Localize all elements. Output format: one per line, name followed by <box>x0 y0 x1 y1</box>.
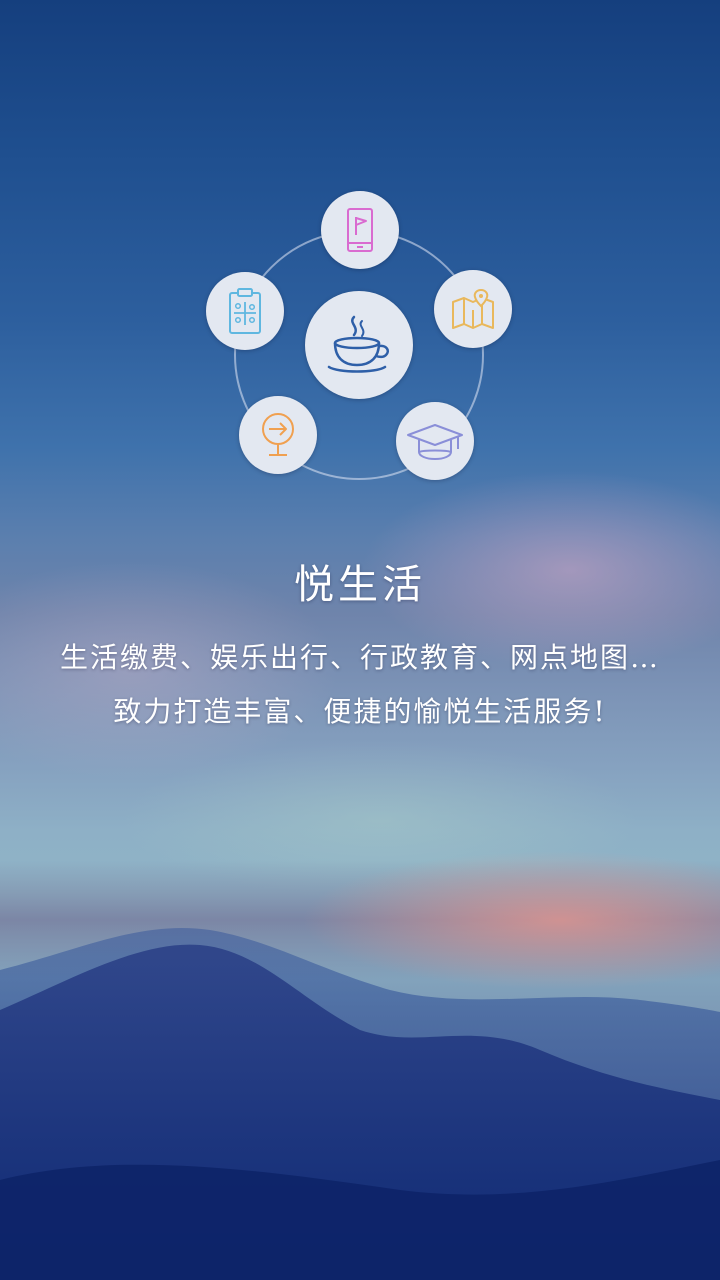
arrow-sign-icon <box>262 413 294 456</box>
education-service-button[interactable] <box>396 402 474 480</box>
coffee-cup-icon <box>327 315 389 373</box>
travel-service-button[interactable] <box>239 396 317 474</box>
mountain-silhouette <box>0 900 720 1280</box>
mobile-flag-icon <box>347 208 373 252</box>
payment-service-button[interactable] <box>206 272 284 350</box>
sunset-glow <box>300 850 720 990</box>
graduation-cap-icon <box>407 424 463 461</box>
life-service-center-button[interactable] <box>305 291 413 399</box>
cloud-glow <box>360 470 720 670</box>
description-line-2: 致力打造丰富、便捷的愉悦生活服务! <box>113 695 607 728</box>
map-pin-icon <box>452 288 494 329</box>
description-line-1: 生活缴费、娱乐出行、行政教育、网点地图… <box>59 641 660 674</box>
map-service-button[interactable] <box>434 270 512 348</box>
mobile-service-button[interactable] <box>321 191 399 269</box>
cloud-glow <box>0 560 340 780</box>
app-title: 悦生活 <box>294 562 426 608</box>
clipboard-icon <box>229 288 261 334</box>
